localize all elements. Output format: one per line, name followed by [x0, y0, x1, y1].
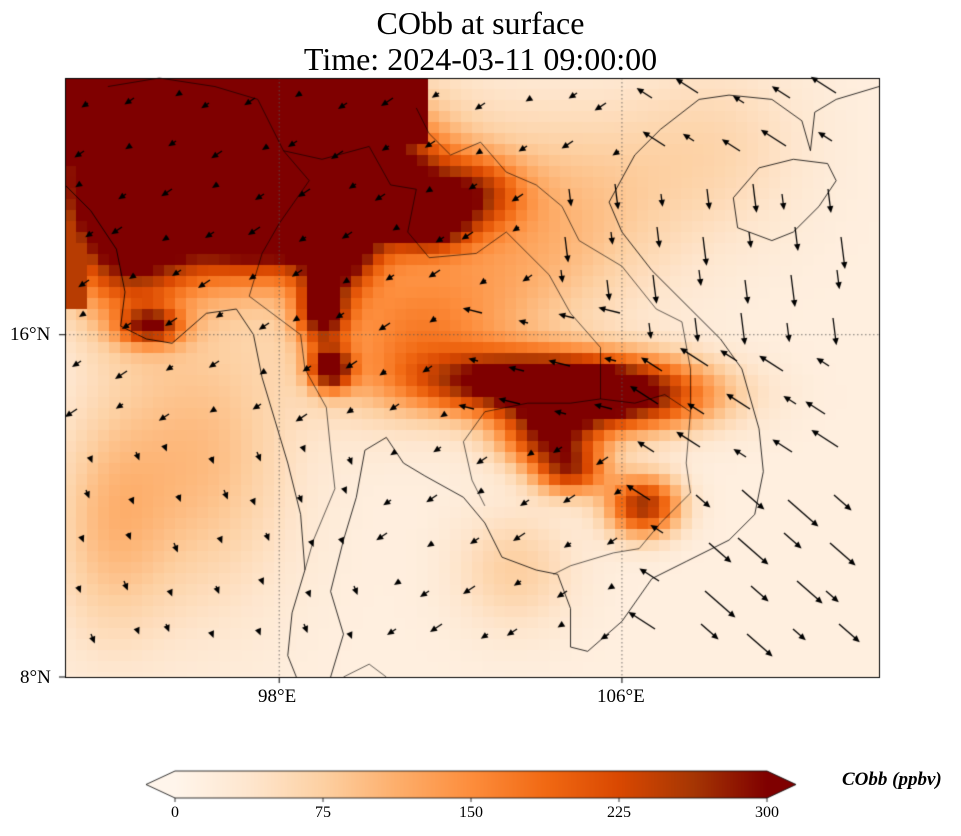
chart-title: CObb at surface	[376, 5, 585, 41]
lat-tick-16n: 16°N	[10, 324, 51, 345]
colorbar-tick-150: 150	[459, 804, 483, 821]
lon-tick-98e: 98°E	[258, 686, 297, 707]
lat-tick-8n: 8°N	[20, 667, 51, 688]
colorbar-tick-0: 0	[171, 804, 179, 821]
colorbar-tick-225: 225	[607, 804, 631, 821]
lon-tick-106e: 106°E	[597, 686, 645, 707]
chart-subtitle: Time: 2024-03-11 09:00:00	[303, 41, 658, 77]
colorbar-tick-300: 300	[755, 804, 779, 821]
colorbar-label: CObb (ppbv)	[842, 769, 942, 790]
colorbar-tick-75: 75	[315, 804, 331, 821]
